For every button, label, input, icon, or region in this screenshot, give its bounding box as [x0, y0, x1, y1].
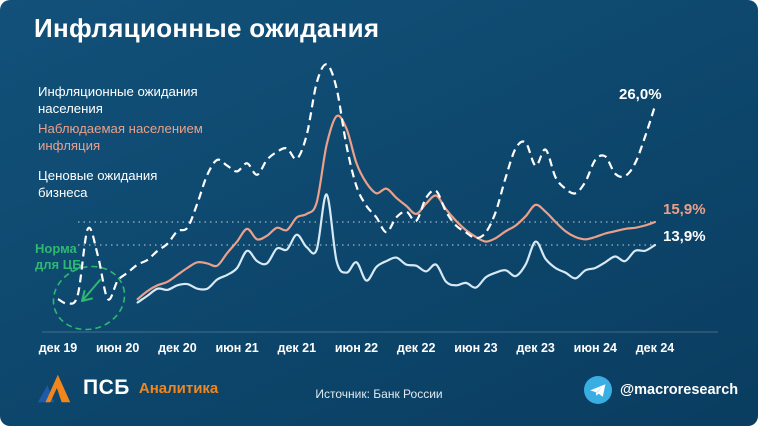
legend-item-observed-inflation: Наблюдаемая населением инфляция: [38, 121, 203, 153]
psb-logo-icon: [37, 374, 71, 403]
legend-item-business-expectations: Ценовые ожидания бизнеса: [38, 168, 158, 200]
page-title: Инфляционные ожидания: [34, 13, 380, 43]
psb-logo: ПСБ Аналитика: [36, 372, 218, 404]
x-tick-label: июн 21: [215, 341, 259, 355]
x-tick-label: дек 20: [158, 341, 197, 355]
x-tick-label: июн 24: [573, 341, 617, 355]
x-tick-label: дек 24: [635, 341, 675, 355]
x-tick-label: дек 21: [277, 341, 317, 355]
brand-subtitle: Аналитика: [138, 379, 219, 397]
brand-name: ПСБ: [83, 376, 130, 399]
series-line-1: [136, 114, 657, 301]
x-tick-label: июн 23: [454, 341, 498, 355]
series-line-0: [136, 193, 657, 304]
series-end-label-2: 26,0%: [619, 85, 662, 103]
x-tick-label: дек 22: [396, 341, 436, 355]
legend-item-population-expectations: Инфляционные ожидания населения: [38, 84, 198, 116]
source-note: Источник: Банк России: [315, 387, 443, 401]
telegram-handle: @macroresearch: [584, 376, 738, 404]
telegram-text: @macroresearch: [620, 382, 739, 398]
cb-norm-label: Норма для ЦБ: [35, 241, 82, 272]
x-tick-label: дек 19: [38, 341, 78, 355]
x-tick-label: июн 22: [334, 341, 379, 355]
series-end-label-0: 13,9%: [663, 228, 706, 245]
x-tick-label: дек 23: [516, 341, 555, 355]
telegram-icon: [584, 376, 612, 404]
x-axis: дек 19 июн 20 дек 20 июн 21 дек 21 июн 22 дек …: [0, 341, 758, 359]
norm-arrow-icon: [81, 279, 101, 302]
x-tick-label: июн 20: [96, 341, 140, 355]
series-end-label-1: 15,9%: [663, 201, 706, 218]
